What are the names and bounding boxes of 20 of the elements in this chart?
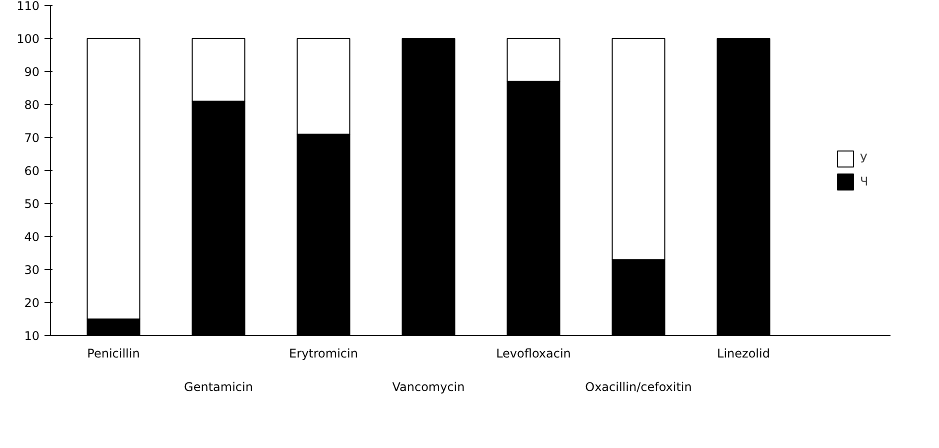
legend-label: У (860, 152, 868, 166)
y-tick-label: 60 (24, 164, 40, 178)
x-tick-label: Gentamicin (184, 380, 253, 394)
legend-label: Ч (860, 174, 870, 188)
y-tick-label: 10 (24, 329, 40, 343)
y-tick-label: 80 (24, 98, 40, 112)
y-tick-label: 110 (16, 0, 40, 13)
x-tick-label: Vancomycin (392, 380, 465, 394)
x-tick-label: Erytromicin (289, 346, 358, 360)
x-tick-label: Oxacillin/cefoxitin (585, 380, 692, 394)
y-tick-label: 70 (24, 131, 40, 145)
y-tick-label: 90 (24, 65, 40, 79)
y-tick-label: 40 (24, 230, 40, 244)
x-tick-label: Linezolid (717, 346, 770, 360)
y-tick-label: 50 (24, 197, 40, 211)
y-tick-label: 100 (16, 32, 40, 46)
x-tick-label: Levofloxacin (496, 346, 571, 360)
y-tick-label: 20 (24, 296, 40, 310)
x-tick-label: Penicillin (87, 346, 140, 360)
y-tick-label: 30 (24, 263, 40, 277)
